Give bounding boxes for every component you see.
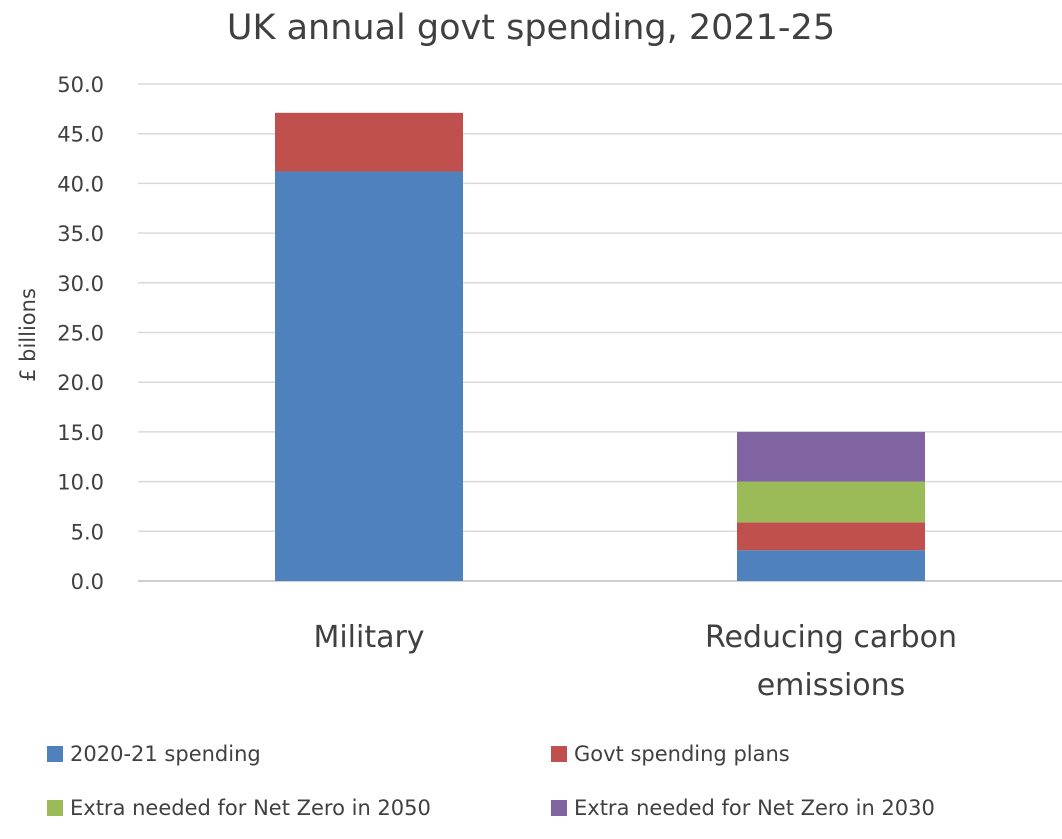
legend-label: Extra needed for Net Zero in 2030: [574, 796, 935, 820]
bar-segment: [275, 112, 463, 172]
legend-item: Govt spending plans: [551, 742, 790, 766]
legend-label: Govt spending plans: [574, 742, 790, 766]
y-tick-label: 15.0: [57, 421, 104, 445]
legend-swatch: [551, 746, 567, 762]
x-tick-label: Reducing carbon emissions: [704, 620, 958, 703]
y-tick-label: 0.0: [71, 570, 104, 594]
legend-item: Extra needed for Net Zero in 2050: [47, 796, 431, 820]
y-tick-label: 35.0: [57, 222, 104, 246]
bar-segment: [737, 431, 925, 482]
y-tick-label: 50.0: [57, 73, 104, 97]
y-tick-label: 25.0: [57, 322, 104, 346]
bar-segment: [737, 522, 925, 551]
y-tick-label: 30.0: [57, 272, 104, 296]
bar-segment: [737, 550, 925, 581]
legend-label: Extra needed for Net Zero in 2050: [70, 796, 431, 820]
legend-label: 2020-21 spending: [70, 742, 261, 766]
legend-swatch: [47, 746, 63, 762]
legend-item: 2020-21 spending: [47, 742, 261, 766]
y-tick-label: 10.0: [57, 471, 104, 495]
y-tick-label: 5.0: [71, 520, 104, 544]
y-tick-label: 40.0: [57, 172, 104, 196]
y-tick-label: 45.0: [57, 123, 104, 147]
y-tick-label: 20.0: [57, 371, 104, 395]
legend-swatch: [551, 800, 567, 816]
x-tick-label: Military: [313, 620, 425, 655]
chart-title: UK annual govt spending, 2021-25: [226, 8, 836, 48]
legend-swatch: [47, 800, 63, 816]
bar-segment: [737, 481, 925, 523]
bar-segment: [275, 171, 463, 582]
legend-item: Extra needed for Net Zero in 2030: [551, 796, 935, 820]
